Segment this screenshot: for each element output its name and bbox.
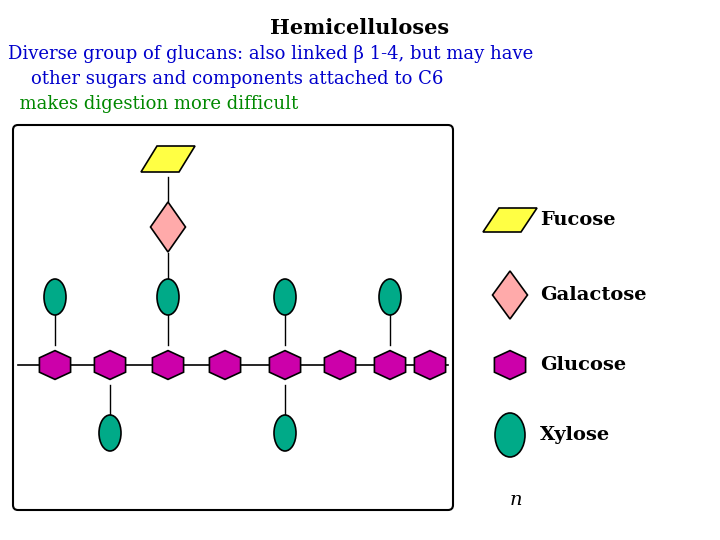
Polygon shape <box>374 350 405 380</box>
Polygon shape <box>153 350 184 380</box>
Polygon shape <box>415 350 446 380</box>
Text: Xylose: Xylose <box>540 426 610 444</box>
Text: other sugars and components attached to C6: other sugars and components attached to … <box>8 70 444 88</box>
Polygon shape <box>210 350 240 380</box>
Ellipse shape <box>274 279 296 315</box>
Text: Diverse group of glucans: also linked β 1-4, but may have: Diverse group of glucans: also linked β … <box>8 45 534 63</box>
Text: n: n <box>510 491 523 509</box>
Text: Glucose: Glucose <box>540 356 626 374</box>
Text: Hemicelluloses: Hemicelluloses <box>271 18 449 38</box>
Polygon shape <box>94 350 125 380</box>
Polygon shape <box>483 208 537 232</box>
Polygon shape <box>269 350 300 380</box>
FancyBboxPatch shape <box>13 125 453 510</box>
Text: Galactose: Galactose <box>540 286 647 304</box>
Ellipse shape <box>157 279 179 315</box>
Ellipse shape <box>44 279 66 315</box>
Ellipse shape <box>379 279 401 315</box>
Polygon shape <box>325 350 356 380</box>
Ellipse shape <box>495 413 525 457</box>
Polygon shape <box>141 146 195 172</box>
Ellipse shape <box>274 415 296 451</box>
Polygon shape <box>40 350 71 380</box>
Text: makes digestion more difficult: makes digestion more difficult <box>8 95 298 113</box>
Polygon shape <box>492 271 528 319</box>
Text: Fucose: Fucose <box>540 211 616 229</box>
Polygon shape <box>150 202 186 252</box>
Polygon shape <box>495 350 526 380</box>
Ellipse shape <box>99 415 121 451</box>
